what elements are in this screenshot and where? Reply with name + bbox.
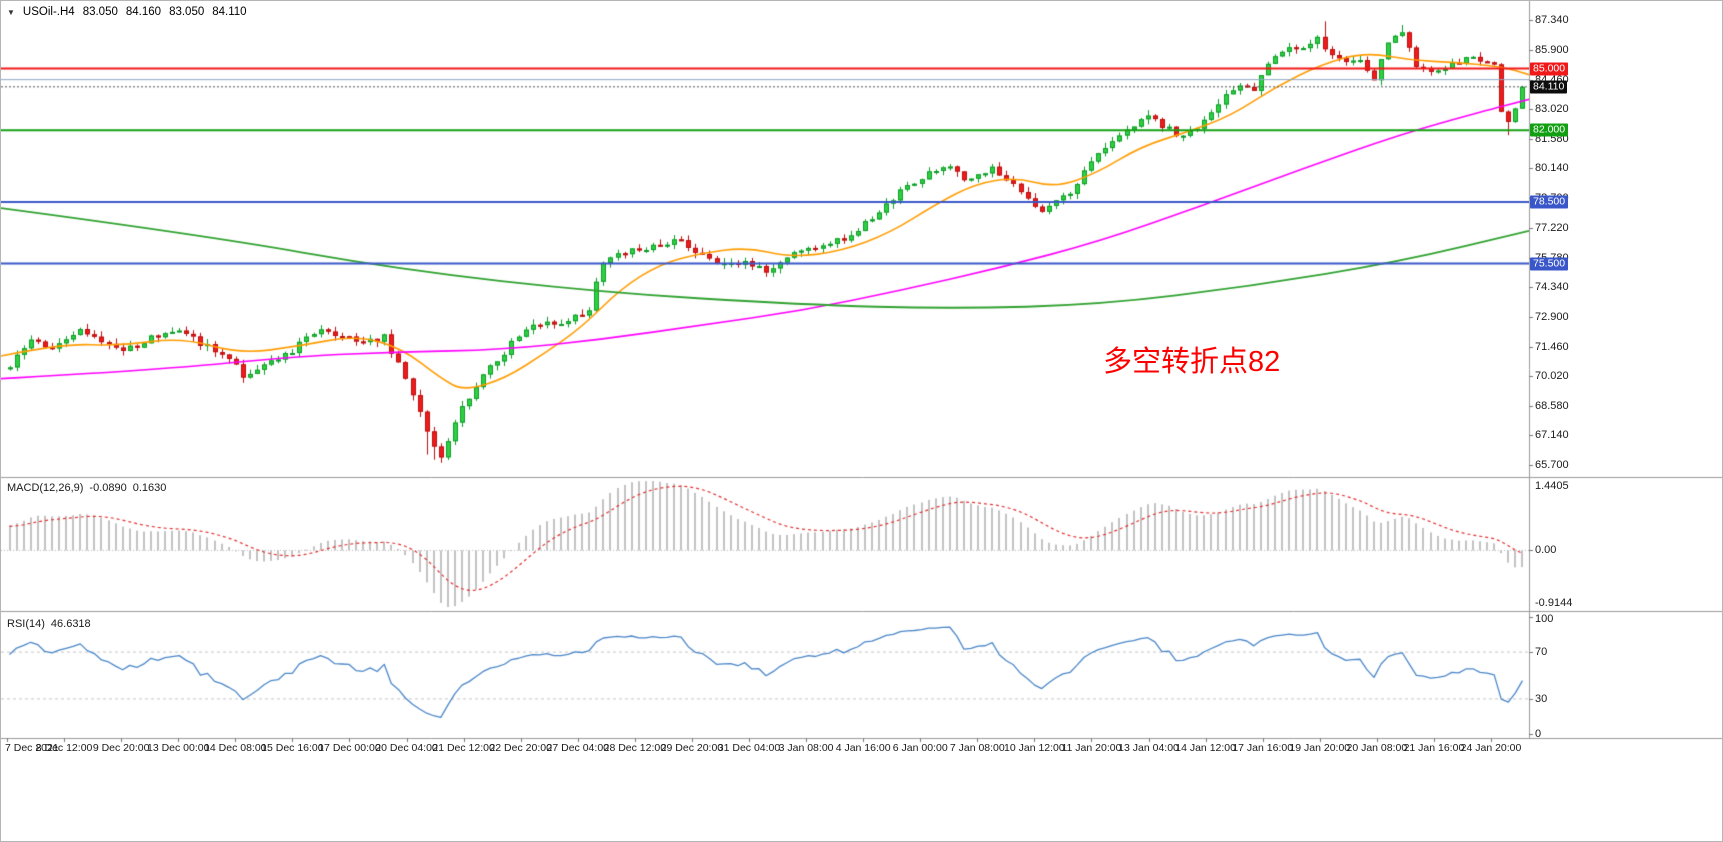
- time-axis-label: 19 Jan 20:00: [1289, 742, 1351, 754]
- time-axis-label: 3 Jan 08:00: [778, 742, 834, 754]
- price-axis-label: 80.140: [1535, 162, 1569, 175]
- bar-low: 83.050: [169, 6, 205, 18]
- time-axis-label: 31 Dec 04:00: [717, 742, 781, 754]
- rsi-value: 46.6318: [50, 618, 91, 630]
- rsi-axis-label: 100: [1535, 613, 1554, 625]
- rsi-axis-label: 70: [1535, 646, 1548, 659]
- time-axis-label: 13 Jan 04:00: [1118, 742, 1179, 754]
- price-axis-label: 67.140: [1535, 429, 1569, 442]
- price-axis-label: 77.220: [1535, 222, 1569, 235]
- time-axis-label: 13 Dec 00:00: [146, 742, 210, 754]
- time-axis-label: 17 Jan 16:00: [1232, 742, 1294, 754]
- price-axis-label: 85.900: [1535, 44, 1569, 57]
- chevron-down-icon[interactable]: ▼: [7, 7, 15, 17]
- time-axis-label: 29 Dec 20:00: [660, 742, 724, 754]
- time-axis-label: 28 Dec 12:00: [603, 742, 667, 754]
- price-axis-label: 70.020: [1535, 370, 1569, 383]
- bar-open: 83.050: [82, 6, 118, 18]
- time-axis-label: 15 Dec 16:00: [261, 742, 324, 754]
- price-axis-label: 74.340: [1535, 281, 1569, 294]
- time-axis-label: 21 Dec 12:00: [432, 742, 495, 754]
- rsi-indicator-label: RSI(14) 46.6318: [7, 618, 91, 630]
- time-axis-label: 7 Jan 08:00: [949, 742, 1005, 754]
- time-axis-label: 24 Jan 20:00: [1460, 742, 1522, 754]
- time-axis-label: 6 Jan 00:00: [892, 742, 948, 754]
- macd-axis-label: 0.00: [1535, 544, 1557, 557]
- price-badge: 84.110: [1530, 80, 1568, 94]
- price-badge: 85.000: [1530, 62, 1569, 76]
- macd-axis-label: -0.9144: [1535, 597, 1573, 609]
- annotation-text: 多空转折点82: [1103, 346, 1281, 378]
- time-axis-label: 22 Dec 20:00: [489, 742, 552, 754]
- macd-axis-label: 1.4405: [1535, 480, 1569, 492]
- symbol-info-bar: ▼ USOil-.H4 83.050 84.160 83.050 84.110: [7, 6, 247, 18]
- time-axis-label: 9 Dec 20:00: [92, 742, 150, 754]
- time-axis-label: 7 Dec 2021: [5, 742, 59, 754]
- time-axis-label: 14 Jan 12:00: [1175, 742, 1236, 754]
- price-badge: 82.000: [1530, 123, 1569, 137]
- bar-high: 84.160: [125, 6, 162, 18]
- macd-indicator-label: MACD(12,26,9) -0.0890 0.1630: [7, 482, 166, 494]
- macd-name: MACD(12,26,9): [7, 482, 84, 494]
- rsi-axis-label: 30: [1535, 692, 1548, 705]
- symbol-name: USOil-.H4: [22, 6, 75, 18]
- macd-value: -0.0890: [89, 482, 127, 494]
- price-axis-label: 65.700: [1535, 458, 1569, 471]
- time-axis-label: 17 Dec 00:00: [318, 742, 381, 754]
- price-badge: 75.500: [1530, 257, 1569, 271]
- time-axis-label: 20 Dec 04:00: [375, 742, 438, 754]
- time-axis-label: 27 Dec 04:00: [546, 742, 609, 754]
- time-axis-label: 11 Jan 20:00: [1061, 742, 1122, 754]
- time-axis-label: 4 Jan 16:00: [835, 742, 891, 754]
- time-axis-label: 21 Jan 16:00: [1403, 742, 1465, 754]
- rsi-name: RSI(14): [7, 618, 45, 630]
- rsi-axis-label: 0: [1535, 728, 1542, 740]
- macd-signal-value: 0.1630: [132, 482, 167, 494]
- time-axis-label: 14 Dec 08:00: [204, 742, 267, 754]
- price-badge: 78.500: [1530, 195, 1569, 209]
- price-axis-label: 71.460: [1535, 340, 1569, 353]
- time-axis-label: 8 Dec 12:00: [35, 742, 93, 754]
- price-axis-label: 87.340: [1535, 14, 1569, 27]
- price-axis-label: 68.580: [1535, 399, 1569, 412]
- price-axis-label: 83.020: [1535, 103, 1569, 116]
- bar-close: 84.110: [212, 6, 247, 18]
- time-axis-label: 20 Jan 08:00: [1346, 742, 1408, 754]
- time-axis-label: 10 Jan 12:00: [1004, 742, 1065, 754]
- price-axis-label: 72.900: [1535, 311, 1569, 323]
